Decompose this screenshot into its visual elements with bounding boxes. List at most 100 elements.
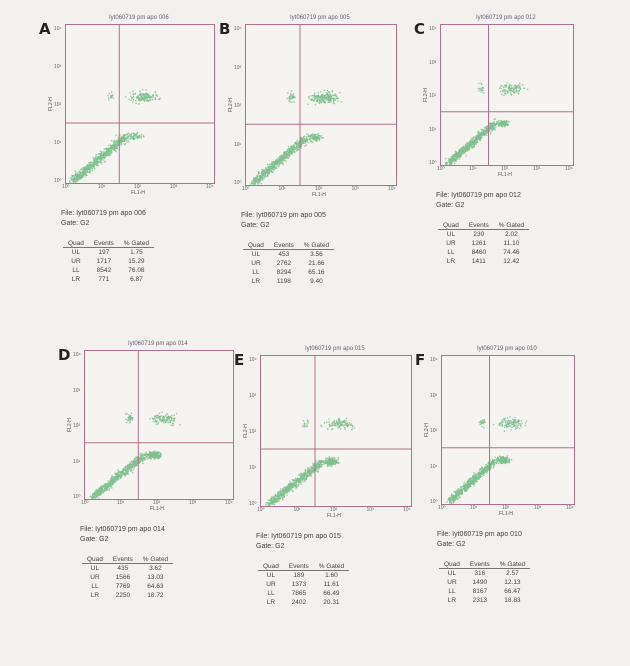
event-dot bbox=[260, 175, 262, 177]
event-dot bbox=[130, 417, 132, 419]
event-dot bbox=[478, 90, 480, 92]
table-row: UR 2762 21.66 bbox=[243, 259, 334, 268]
event-dot bbox=[315, 468, 317, 470]
quadrant-stats-table: Quad Events% Gated UL 435 3.62 UR 1566 13.03 LL 7… bbox=[82, 556, 174, 600]
event-dot bbox=[337, 418, 339, 420]
event-dot bbox=[171, 422, 174, 424]
panel-letter: C bbox=[414, 20, 426, 38]
event-dot bbox=[463, 483, 465, 486]
event-dot bbox=[291, 96, 294, 98]
event-dot bbox=[103, 155, 105, 157]
event-dot bbox=[310, 472, 312, 474]
event-dot bbox=[296, 139, 298, 141]
event-dot bbox=[313, 137, 316, 139]
event-dot bbox=[138, 457, 140, 459]
event-dot bbox=[265, 170, 267, 173]
table-cell: 435 bbox=[117, 565, 129, 572]
event-dot bbox=[328, 91, 330, 93]
event-dot bbox=[448, 157, 450, 160]
event-dot bbox=[304, 480, 306, 482]
event-dot bbox=[117, 469, 119, 471]
table-header: Quad bbox=[63, 240, 89, 248]
event-dot bbox=[467, 143, 470, 145]
event-dot bbox=[97, 490, 99, 492]
event-dot bbox=[270, 166, 273, 168]
event-dot bbox=[339, 425, 341, 428]
event-dot bbox=[271, 499, 274, 502]
event-dot bbox=[90, 162, 92, 164]
event-dot bbox=[155, 454, 158, 456]
event-dot bbox=[345, 422, 347, 425]
event-dot bbox=[310, 141, 312, 143]
event-dot bbox=[271, 497, 273, 499]
event-dot bbox=[275, 159, 277, 162]
event-dot bbox=[282, 498, 284, 501]
event-dot bbox=[85, 174, 87, 177]
event-dot bbox=[264, 174, 267, 176]
event-dot bbox=[466, 145, 468, 147]
event-dot bbox=[266, 501, 269, 504]
event-dot bbox=[328, 101, 331, 104]
event-dot bbox=[104, 483, 106, 486]
event-dot bbox=[455, 160, 457, 163]
event-dot bbox=[162, 417, 164, 419]
event-dot bbox=[289, 152, 291, 154]
event-dot bbox=[311, 99, 313, 101]
event-dot bbox=[150, 454, 152, 457]
event-dot bbox=[116, 140, 118, 143]
event-dot bbox=[110, 148, 113, 150]
event-dot bbox=[117, 141, 119, 143]
event-dot bbox=[256, 178, 258, 180]
event-dot bbox=[284, 159, 286, 161]
event-dot bbox=[152, 96, 154, 98]
event-dot bbox=[295, 487, 297, 489]
event-dot bbox=[330, 465, 333, 468]
event-dot bbox=[128, 416, 130, 418]
event-dot bbox=[282, 495, 284, 497]
event-dot bbox=[298, 480, 300, 482]
event-dot bbox=[287, 157, 289, 159]
event-dot bbox=[318, 139, 320, 142]
event-dot bbox=[460, 486, 462, 488]
event-dot bbox=[103, 159, 105, 161]
event-dot bbox=[468, 142, 471, 144]
event-dot bbox=[313, 138, 316, 141]
event-dot bbox=[517, 90, 519, 92]
event-dot bbox=[112, 147, 115, 149]
event-dot bbox=[157, 423, 159, 425]
event-dot bbox=[482, 133, 485, 135]
event-dot bbox=[92, 166, 95, 168]
event-dot bbox=[480, 136, 483, 138]
event-dot bbox=[326, 98, 328, 100]
event-dot bbox=[82, 170, 85, 172]
event-dot bbox=[94, 493, 97, 496]
event-dot bbox=[274, 162, 277, 164]
event-dot bbox=[451, 160, 453, 163]
event-dot bbox=[91, 170, 93, 172]
event-dot bbox=[483, 92, 485, 94]
event-dot bbox=[484, 131, 486, 134]
event-dot bbox=[125, 134, 127, 136]
event-dot bbox=[127, 470, 129, 472]
event-dot bbox=[161, 411, 163, 413]
event-dot bbox=[450, 156, 452, 158]
event-dot bbox=[270, 167, 272, 169]
table-header: Quad bbox=[438, 222, 464, 230]
event-dot bbox=[468, 149, 470, 151]
event-dot bbox=[488, 126, 491, 129]
event-dot bbox=[116, 472, 118, 474]
event-dot bbox=[170, 419, 173, 422]
event-dot bbox=[114, 478, 117, 480]
event-dot bbox=[154, 91, 157, 93]
event-dot bbox=[115, 478, 117, 481]
event-dot bbox=[99, 493, 102, 495]
event-dot bbox=[293, 151, 296, 154]
event-dot bbox=[499, 124, 501, 127]
event-dot bbox=[106, 489, 109, 491]
event-dot bbox=[291, 149, 293, 151]
event-dot bbox=[301, 137, 303, 140]
event-dot bbox=[99, 150, 101, 152]
event-dot bbox=[130, 415, 132, 417]
event-dot bbox=[103, 154, 105, 156]
event-dot bbox=[77, 174, 80, 177]
